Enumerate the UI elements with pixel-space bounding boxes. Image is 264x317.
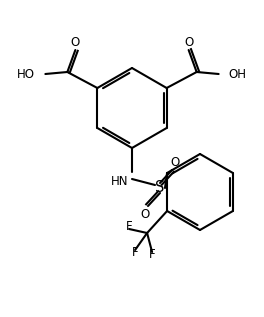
Text: HO: HO — [17, 68, 35, 81]
Text: HN: HN — [111, 175, 129, 188]
Text: O: O — [170, 156, 180, 169]
Text: OH: OH — [229, 68, 247, 81]
Text: F: F — [149, 249, 155, 262]
Text: O: O — [184, 36, 193, 49]
Text: S: S — [155, 180, 165, 196]
Text: F: F — [132, 247, 138, 260]
Text: F: F — [126, 221, 133, 234]
Text: O: O — [71, 36, 80, 49]
Text: O: O — [140, 208, 150, 221]
